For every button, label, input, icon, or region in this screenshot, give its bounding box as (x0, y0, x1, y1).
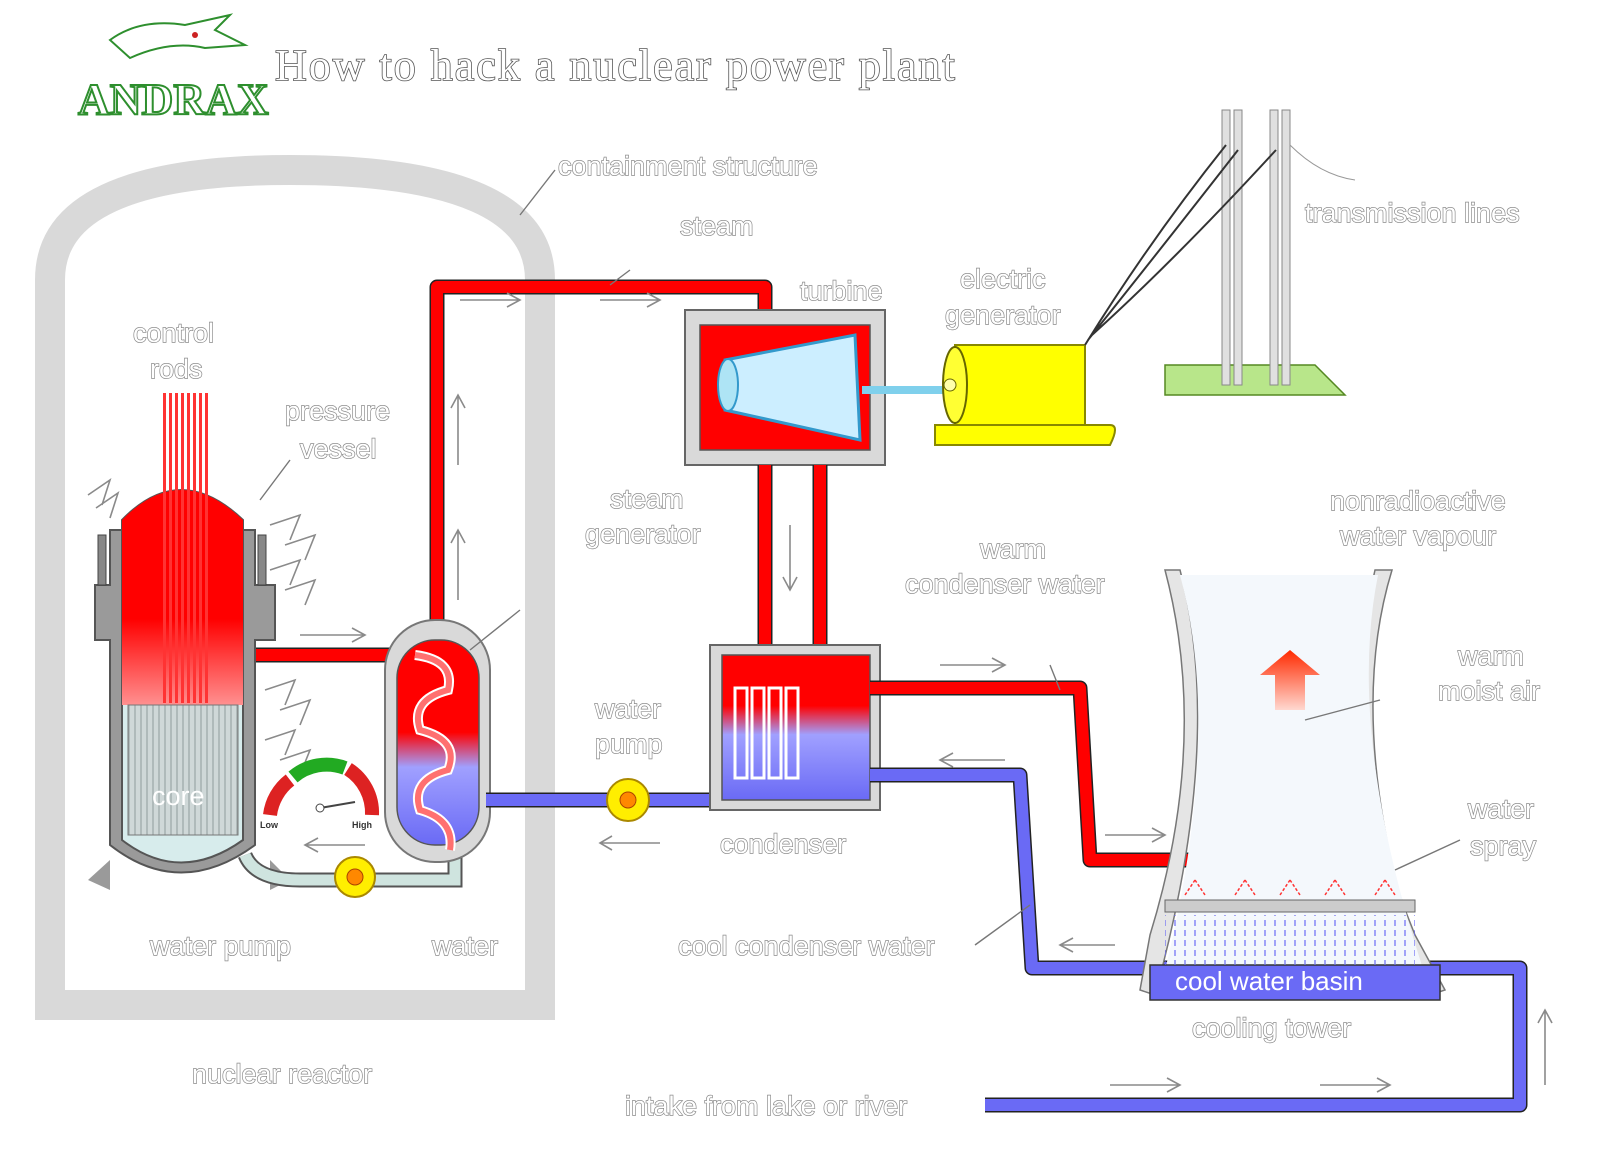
condenser (709, 644, 881, 811)
flow-arrow-2 (598, 835, 660, 851)
label-steam-generator-2: generator (585, 519, 701, 549)
label-control-rods-1: control (133, 318, 214, 348)
electric-generator (934, 344, 1116, 446)
moist-air-leader (1304, 699, 1381, 721)
cool-water-basin-label: cool water basin (1175, 966, 1363, 996)
transmission-tower (1084, 109, 1356, 396)
label-warm-moist-2: moist air (1438, 676, 1540, 706)
gauge-high-label: High (352, 820, 372, 830)
label-pressure-vessel-1: pressure (285, 396, 390, 426)
label-water-pump-sec-2: pump (595, 729, 663, 759)
primary-water-pump-icon (334, 856, 376, 898)
label-transmission-lines: transmission lines (1305, 198, 1520, 228)
turbine (684, 309, 945, 466)
label-control-rods-2: rods (150, 354, 203, 384)
page-title: How to hack a nuclear power plant (275, 41, 957, 90)
logo-text: ANDRAX (78, 75, 269, 124)
gauge-low-label: Low (260, 820, 279, 830)
flow-arrows (300, 292, 1553, 1093)
pressure-vessel-leader (259, 459, 291, 501)
label-water: water (431, 931, 498, 961)
secondary-water-pump-icon (606, 778, 650, 822)
cooling-tower: cool water basin (1139, 569, 1447, 1001)
warm-water-leader (1049, 664, 1061, 691)
label-warm-condenser-1: warm (979, 534, 1046, 564)
dragon-icon (108, 13, 249, 60)
primary-cold-pipe (239, 852, 461, 886)
label-water-pump: water pump (149, 931, 291, 961)
label-electric-generator-2: generator (945, 300, 1061, 330)
andrax-logo: ANDRAX (77, 13, 270, 125)
fuel-rods (127, 704, 239, 836)
sg-leader (469, 609, 521, 651)
label-water-pump-sec-1: water (594, 694, 661, 724)
label-intake: intake from lake or river (625, 1091, 907, 1121)
steam-leader (609, 269, 631, 286)
cool-water-leader (974, 904, 1031, 946)
label-condenser: condenser (720, 829, 846, 859)
steam-generator (384, 619, 491, 863)
reactor-pressure-vessel: core (88, 489, 290, 890)
pressure-gauge: Low High (260, 757, 380, 830)
label-warm-moist-1: warm (1457, 641, 1524, 671)
label-containment-structure: containment structure (558, 151, 818, 181)
label-water-spray-2: spray (1470, 831, 1537, 861)
rising-air-arrow (1260, 650, 1320, 710)
label-pressure-vessel-2: vessel (300, 434, 377, 464)
label-cooling-tower: cooling tower (1192, 1013, 1351, 1043)
spray-leader (1394, 839, 1461, 871)
heat-chevrons (87, 478, 317, 776)
label-water-spray-1: water (1467, 794, 1534, 824)
label-steam: steam (680, 211, 754, 241)
label-nonradioactive-1: nonradioactive (1330, 486, 1506, 516)
label-cool-condenser-water: cool condenser water (678, 931, 935, 961)
containment-shell (35, 154, 555, 1020)
steam-pipe (431, 281, 771, 640)
label-electric-generator-1: electric (960, 264, 1046, 294)
label-warm-condenser-2: condenser water (905, 569, 1105, 599)
label-nonradioactive-2: water vapour (1339, 521, 1496, 551)
label-nuclear-reactor: nuclear reactor (192, 1059, 372, 1089)
flow-arrow (303, 837, 365, 853)
label-turbine: turbine (800, 276, 883, 306)
core-label: core (152, 781, 205, 811)
control-rods (163, 393, 208, 703)
label-steam-generator-1: steam (610, 484, 684, 514)
containment-leader (519, 169, 556, 216)
exhaust-pipes (759, 465, 826, 650)
